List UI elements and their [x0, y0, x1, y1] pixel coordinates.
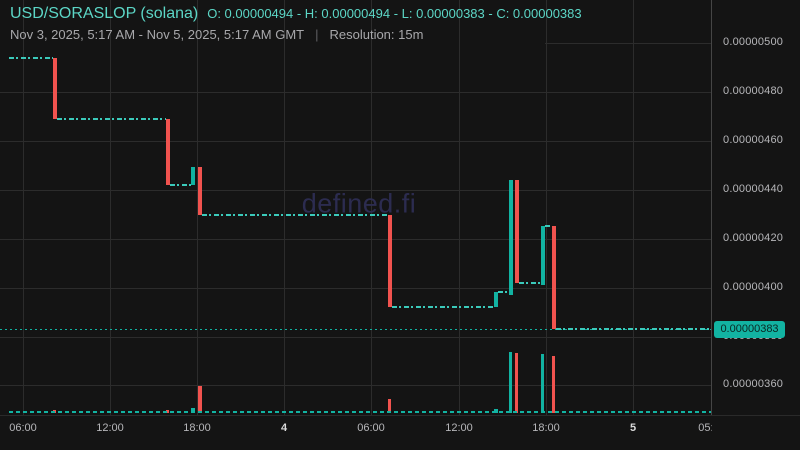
candle: [494, 292, 498, 308]
defined-fi-watermark: defined.fi: [301, 188, 417, 219]
time-tick-label: 06:00: [9, 422, 37, 434]
time-tick-strip: 06:00 12:00 18:00 4 06:00 12:00 18:00 5 05:00: [0, 416, 712, 450]
ohlc-summary: O: 0.00000494 - H: 0.00000494 - L: 0.000…: [207, 6, 582, 21]
price-tick-label: 0.00000500: [723, 36, 784, 48]
time-tick-label: 12:00: [445, 422, 473, 434]
resolution-label: Resolution: 15m: [329, 27, 424, 42]
price-tick-label: 0.00000360: [723, 378, 784, 391]
volume-bar: [494, 408, 498, 413]
chart-header: USD/SORASLOP (solana) O: 0.00000494 - H:…: [10, 5, 582, 42]
time-tick-label: 06:00: [357, 422, 385, 434]
time-tick-label: 5: [629, 422, 637, 434]
time-tick-label: 4: [280, 422, 288, 434]
time-tick-label: 18:00: [532, 422, 560, 434]
current-price-line: [0, 328, 711, 330]
flat-price-dash: [544, 225, 552, 228]
flat-price-dash: [518, 281, 541, 284]
volume-bar: [198, 385, 202, 413]
candle: [165, 118, 170, 185]
v-gridline: [284, 0, 285, 415]
current-price-badge: 0.00000383: [714, 320, 785, 338]
price-tick-label: 0.00000480: [723, 84, 784, 97]
v-gridline: [633, 0, 634, 415]
h-gridline: [0, 91, 711, 93]
pair-title: USD/SORASLOP (solana): [10, 5, 199, 22]
ohlc-row: USD/SORASLOP (solana) O: 0.00000494 - H:…: [10, 5, 582, 23]
h-gridline: [545, 43, 711, 44]
v-gridline: [459, 0, 460, 415]
date-range: Nov 3, 2025, 5:17 AM - Nov 5, 2025, 5:17…: [10, 27, 305, 42]
flat-price-dash: [9, 56, 53, 59]
price-axis[interactable]: 0.00000383 0.00000500 0.00000480 0.0000046…: [711, 0, 800, 415]
header-separator: |: [315, 27, 319, 42]
h-gridline: [0, 287, 711, 289]
flat-price-dash: [202, 214, 388, 217]
h-gridline: [0, 189, 711, 191]
volume-bar: [514, 352, 519, 413]
candle: [191, 166, 195, 185]
candle: [514, 179, 519, 283]
price-tick-label: 0.00000440: [723, 182, 784, 195]
h-gridline: [0, 140, 711, 142]
h-gridline: [0, 336, 711, 338]
candle: [508, 179, 513, 295]
candle: [198, 166, 202, 216]
price-tick-label: 0.00000420: [723, 231, 784, 244]
volume-bar: [540, 353, 545, 413]
volume-baseline: [9, 411, 711, 413]
price-tick-label: 0.00000400: [723, 280, 784, 293]
time-tick-label: 12:00: [96, 422, 124, 434]
v-gridline: [110, 0, 111, 415]
time-tick-label: 18:00: [183, 422, 211, 434]
volume-bar: [551, 355, 556, 413]
candle: [551, 226, 556, 330]
range-row: Nov 3, 2025, 5:17 AM - Nov 5, 2025, 5:17…: [10, 27, 582, 42]
time-tick-label: 05:00: [698, 422, 712, 434]
candle: [52, 57, 57, 119]
h-gridline: [0, 385, 711, 387]
v-gridline: [197, 0, 198, 415]
price-tick-label: 0.00000460: [723, 133, 784, 146]
flat-price-dash: [56, 117, 166, 120]
time-axis[interactable]: 06:00 12:00 18:00 4 06:00 12:00 18:00 5 05:00: [0, 415, 800, 450]
v-gridline: [371, 0, 372, 415]
flat-price-dash: [391, 306, 494, 309]
candle: [540, 226, 545, 286]
flat-price-dash: [555, 328, 711, 331]
v-gridline: [546, 0, 547, 415]
chart-canvas[interactable]: defined.fi USD/SORASLOP (solana) O: 0.00…: [0, 0, 711, 415]
v-gridline: [23, 0, 24, 415]
volume-bar: [508, 351, 513, 413]
volume-bar: [387, 398, 392, 413]
h-gridline: [0, 238, 711, 240]
candle: [387, 215, 392, 308]
flat-price-dash: [498, 291, 509, 294]
flat-price-dash: [169, 183, 191, 186]
volume-bar: [191, 407, 195, 413]
